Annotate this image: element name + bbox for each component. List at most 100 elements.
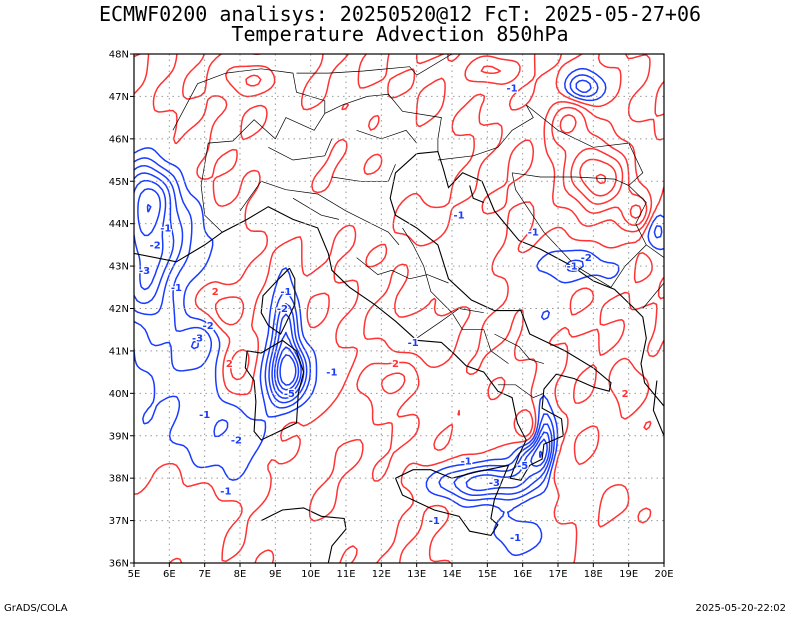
negative-contour <box>134 67 664 557</box>
contour-value-label: -1 <box>461 457 472 468</box>
lat-tick-label: 42N <box>109 304 129 315</box>
border-line <box>511 172 612 288</box>
border-line <box>356 129 417 144</box>
border-line <box>296 54 453 76</box>
positive-contour <box>579 158 617 197</box>
axis-ticks: 48N 47N 46N 45N 44N 43N 42N 41N 40N 39N 38N 37N 36N5… <box>109 50 674 581</box>
contour-value-label: -2 <box>277 304 288 315</box>
positive-contour <box>214 55 653 528</box>
lon-tick-label: 9E <box>269 569 282 580</box>
lon-tick-label: 5E <box>128 569 141 580</box>
coastline <box>260 267 296 335</box>
contour-value-label: -1 <box>528 228 539 239</box>
contour-value-label: -2 <box>581 253 592 264</box>
lon-tick-label: 20E <box>654 569 673 580</box>
contour-value-label: -1 <box>171 283 182 294</box>
lon-tick-label: 16E <box>513 569 532 580</box>
border-line <box>331 164 396 182</box>
coastline <box>394 464 510 537</box>
contour-value-label: -5 <box>517 461 528 472</box>
lat-tick-label: 36N <box>109 559 129 570</box>
lon-tick-label: 12E <box>372 569 391 580</box>
coastline <box>134 151 664 481</box>
negative-contour <box>134 79 592 497</box>
lon-tick-label: 10E <box>301 569 320 580</box>
contour-value-label: -1 <box>507 83 518 94</box>
chart-title-line1: ECMWF0200 analisys: 20250520@12 FcT: 202… <box>98 2 702 26</box>
border-line <box>292 197 339 220</box>
contour-value-label: -1 <box>567 262 578 273</box>
lat-tick-label: 44N <box>109 219 129 230</box>
contour-value-label: -3 <box>192 334 203 345</box>
lon-tick-label: 15E <box>478 569 497 580</box>
lon-tick-label: 8E <box>234 569 247 580</box>
lat-tick-label: 40N <box>109 389 129 400</box>
lat-tick-label: 39N <box>109 431 129 442</box>
contour-value-label: 2 <box>622 389 629 400</box>
coastline <box>652 380 664 437</box>
negative-contour <box>137 188 543 458</box>
software-credit: GrADS/COLA <box>4 603 68 614</box>
negative-contour <box>134 172 551 492</box>
lat-tick-label: 45N <box>109 177 129 188</box>
lat-tick-label: 43N <box>109 262 129 273</box>
contour-labels: -1-2-3-1-2-3-1-2-122-2-1-52-1-1-1-1-1-1-… <box>138 82 630 545</box>
border-line <box>172 68 326 131</box>
border-line <box>356 257 449 284</box>
coastline <box>244 339 305 441</box>
coastline <box>260 507 347 563</box>
contour-value-label: -3 <box>139 266 150 277</box>
contour-value-label: -5 <box>284 389 295 400</box>
coastline <box>469 185 485 204</box>
contour-value-label: -1 <box>429 516 440 527</box>
contour-layer <box>134 54 664 563</box>
lon-tick-label: 17E <box>548 569 567 580</box>
contour-value-label: -1 <box>408 338 419 349</box>
contour-value-label: -1 <box>220 486 231 497</box>
positive-contour <box>595 173 606 185</box>
contour-value-label: -1 <box>280 287 291 298</box>
contour-value-label: -2 <box>150 240 161 251</box>
lat-tick-label: 48N <box>109 50 129 61</box>
lon-tick-label: 13E <box>407 569 426 580</box>
contour-value-label: -3 <box>489 478 500 489</box>
contour-value-label: 2 <box>212 287 219 298</box>
contour-value-label: -1 <box>454 211 465 222</box>
border-line <box>239 180 400 246</box>
lon-tick-label: 14E <box>442 569 461 580</box>
lat-tick-label: 38N <box>109 474 129 485</box>
contour-value-label: 2 <box>392 359 399 370</box>
border-line <box>416 308 484 339</box>
border-line <box>437 104 647 288</box>
contour-value-label: 2 <box>226 359 233 370</box>
lat-tick-label: 47N <box>109 92 129 103</box>
negative-contour <box>146 204 297 386</box>
contour-value-label: -2 <box>203 321 214 332</box>
lat-tick-label: 41N <box>109 346 129 357</box>
lon-tick-label: 18E <box>584 569 603 580</box>
coastline-layer <box>134 54 664 563</box>
chart-title-line2: Temperature Advection 850hPa <box>231 22 569 46</box>
contour-value-label: -1 <box>199 410 210 421</box>
lon-tick-label: 19E <box>619 569 638 580</box>
lon-tick-label: 7E <box>198 569 211 580</box>
graticule <box>134 54 664 563</box>
contour-value-label: -1 <box>326 368 337 379</box>
border-line <box>497 384 545 398</box>
border-line <box>268 138 333 161</box>
border-line <box>494 333 544 364</box>
contour-value-label: -2 <box>231 435 242 446</box>
lon-tick-label: 6E <box>163 569 176 580</box>
contour-value-label: -1 <box>510 533 521 544</box>
border-line <box>642 282 664 309</box>
border-line <box>200 93 442 233</box>
lat-tick-label: 37N <box>109 516 129 527</box>
lon-tick-label: 11E <box>336 569 355 580</box>
contour-value-label: -1 <box>160 223 171 234</box>
render-timestamp: 2025-05-20-22:02 <box>695 603 786 614</box>
border-line <box>646 244 664 258</box>
positive-contour <box>134 54 664 563</box>
positive-contour <box>559 114 642 219</box>
lat-tick-label: 46N <box>109 134 129 145</box>
